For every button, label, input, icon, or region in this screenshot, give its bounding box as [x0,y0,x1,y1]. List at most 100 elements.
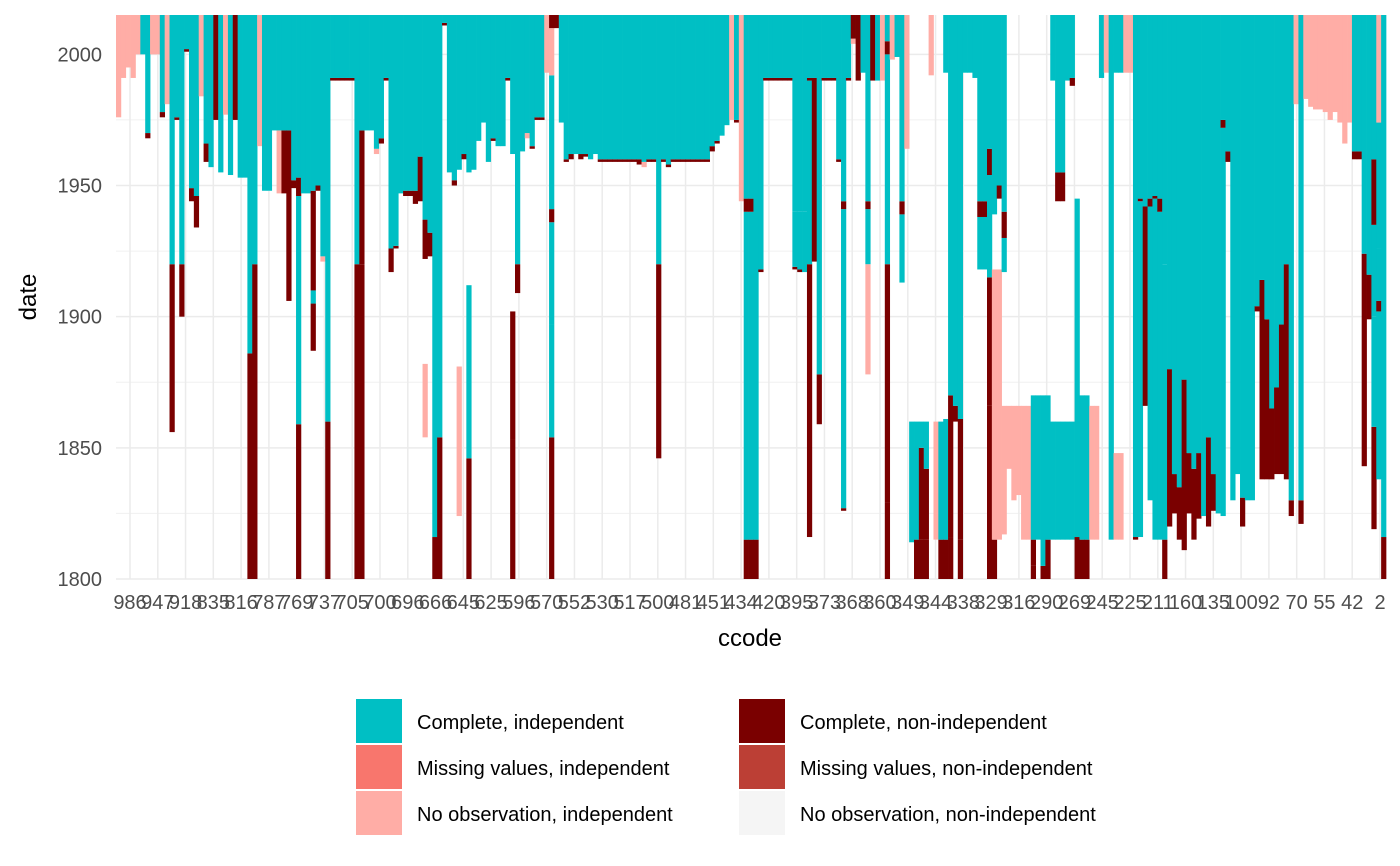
tile-segment [446,15,453,173]
tile-segment [1147,198,1153,207]
tile-segment [612,159,618,162]
tile-segment [991,15,998,215]
tile-segment [1371,15,1377,160]
tile-segment [670,15,676,160]
tile-segment [816,374,822,425]
tile-segment [1269,15,1275,409]
tile-segment [583,15,589,155]
tile-segment [1152,15,1158,196]
tile-segment [636,159,642,165]
tile-segment [286,15,292,131]
tile-segment [1055,15,1061,173]
tile-segment [914,421,920,540]
tile-segment [748,539,754,579]
tile-segment [1176,15,1182,488]
x-tick-label: 245 [1086,592,1119,614]
tile-segment [622,159,628,162]
x-tick-label: 787 [252,592,285,614]
x-axis-title: ccode [718,625,782,652]
tile-segment [923,421,929,469]
tile-segment [1264,319,1270,480]
tile-segment [378,15,384,139]
tile-segment [544,15,550,73]
tile-segment [850,15,856,39]
tile-segment [461,15,467,155]
tile-segment [359,15,365,131]
tile-segment [602,15,608,160]
tile-segment [1186,453,1192,514]
tile-segment [174,117,180,120]
tile-segment [583,154,589,157]
tile-segment [592,15,599,155]
legend-item: Missing values, non-independent [739,745,1093,789]
tile-segment [1137,198,1144,202]
tile-segment [1313,15,1319,110]
tile-segment [948,537,954,579]
tile-segment [539,117,545,120]
tile-segment [388,248,394,273]
tile-segment [1317,15,1324,110]
tile-segment [1225,15,1231,152]
tile-segment [1030,395,1037,540]
tile-segment [549,209,555,223]
tile-segment [476,15,482,141]
tile-segment [952,405,959,422]
tile-segment [573,15,579,155]
x-tick-label: 530 [586,592,619,614]
y-tick-label: 1800 [58,569,103,591]
tile-segment [1162,15,1168,265]
tile-segment [802,15,808,212]
legend-label: Complete, non-independent [800,712,1047,734]
tile-segment [296,424,302,579]
tile-segment [1244,15,1251,501]
tile-segment [1308,15,1314,107]
tile-segment [1196,15,1202,454]
tile-segment [116,15,122,118]
tile-segment [300,15,307,194]
tile-segment [135,15,141,55]
tile-segment [524,15,530,134]
tile-segment [1069,77,1075,86]
tile-segment [743,15,749,199]
x-tick-label: 160 [1169,592,1202,614]
tile-segment [1264,15,1270,320]
tile-segment [276,130,282,194]
tile-segment [879,15,886,81]
tile-segment [772,77,779,81]
tile-segment [729,15,735,120]
tile-segment [1035,395,1041,540]
tile-segment [957,418,964,540]
tile-segment [218,15,224,173]
tile-segment [782,15,788,78]
tile-segment [1069,421,1075,540]
x-tick-label: 316 [1002,592,1035,614]
tile-segment [223,15,229,115]
tile-segment [918,539,925,579]
tile-segment [792,15,798,212]
tile-segment [281,130,287,194]
x-tick-label: 135 [1197,592,1230,614]
legend-swatch [356,745,402,789]
tile-segment [1283,264,1290,480]
tile-segment [631,15,638,160]
tile-segment [641,15,647,162]
tile-segment [675,15,681,160]
tile-segment [597,15,603,160]
tile-segment [524,133,530,139]
tile-segment [899,201,905,215]
tile-segment [685,159,691,162]
tile-segment [271,15,277,131]
tile-segment [490,138,496,141]
tile-segment [539,15,545,118]
tile-segment [826,15,832,78]
tile-segment [188,15,195,189]
tile-segment [1167,15,1173,370]
tile-segment [1278,15,1285,325]
tile-segment [1288,500,1294,517]
tile-segment [665,15,672,165]
tile-segment [315,185,321,191]
tile-segment [495,15,501,147]
tile-segment [247,15,253,354]
tile-segment [748,15,754,199]
